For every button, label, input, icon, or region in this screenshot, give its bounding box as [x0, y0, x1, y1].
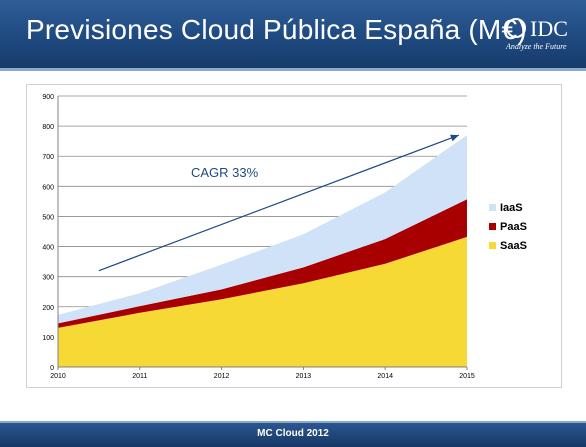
- x-tick-label-4: 2014: [377, 373, 393, 380]
- x-tick-label-2: 2012: [214, 373, 230, 380]
- logo-text: IDC: [530, 16, 568, 41]
- cagr-arrow-line: [98, 134, 460, 272]
- x-tick-labels: 2010 2011 2012 2013 2014 2015: [50, 367, 475, 380]
- cagr-arrow-head: [450, 134, 459, 142]
- page-title: Previsiones Cloud Pública España (M€): [26, 14, 527, 45]
- idc-logo: IDC Analyze the Future: [506, 16, 576, 56]
- x-tick-label-0: 2010: [50, 373, 66, 380]
- y-tick-label-2: 200: [42, 305, 54, 312]
- header-divider: [0, 68, 586, 71]
- y-tick-label-4: 400: [42, 245, 54, 252]
- y-tick-label-9: 900: [42, 94, 54, 101]
- axes: [57, 96, 467, 368]
- cagr-annotation: CAGR 33%: [191, 165, 259, 180]
- globe-icon: [506, 18, 526, 38]
- x-tick-label-3: 2013: [296, 373, 312, 380]
- y-tick-label-5: 500: [42, 214, 54, 221]
- y-tick-label-6: 600: [42, 184, 54, 191]
- legend-swatch-iaas: [489, 204, 496, 211]
- slide-header: Previsiones Cloud Pública España (M€) ID…: [0, 0, 586, 68]
- series-areas: [58, 135, 467, 367]
- y-tick-label-0: 0: [50, 365, 54, 372]
- y-tick-label-1: 100: [42, 335, 54, 342]
- legend-swatch-saas: [489, 242, 496, 249]
- legend: IaaS PaaS SaaS: [489, 202, 527, 252]
- x-tick-label-1: 2011: [132, 373, 147, 380]
- area-saas: [58, 236, 467, 367]
- area-iaas: [58, 135, 467, 324]
- x-tick-label-5: 2015: [459, 373, 475, 380]
- logo-tagline: Analyze the Future: [506, 42, 567, 51]
- y-tick-label-8: 800: [42, 124, 54, 131]
- y-tick-label-3: 300: [42, 275, 54, 282]
- legend-swatch-paas: [489, 223, 496, 230]
- footer-text: MC Cloud 2012: [257, 428, 329, 439]
- y-tick-labels: 0 100 200 300 400 500 600 700 800 900: [42, 94, 54, 372]
- slide-footer: MC Cloud 2012: [0, 421, 586, 447]
- legend-label-saas: SaaS: [500, 240, 527, 252]
- chart-area: 0 100 200 300 400 500 600 700 800 900 2010 2011 201…: [26, 84, 562, 388]
- legend-label-paas: PaaS: [500, 221, 527, 233]
- annotation-group: CAGR 33%: [98, 134, 460, 272]
- legend-label-iaas: IaaS: [500, 202, 523, 214]
- y-tick-label-7: 700: [42, 154, 54, 161]
- area-paas: [58, 199, 467, 328]
